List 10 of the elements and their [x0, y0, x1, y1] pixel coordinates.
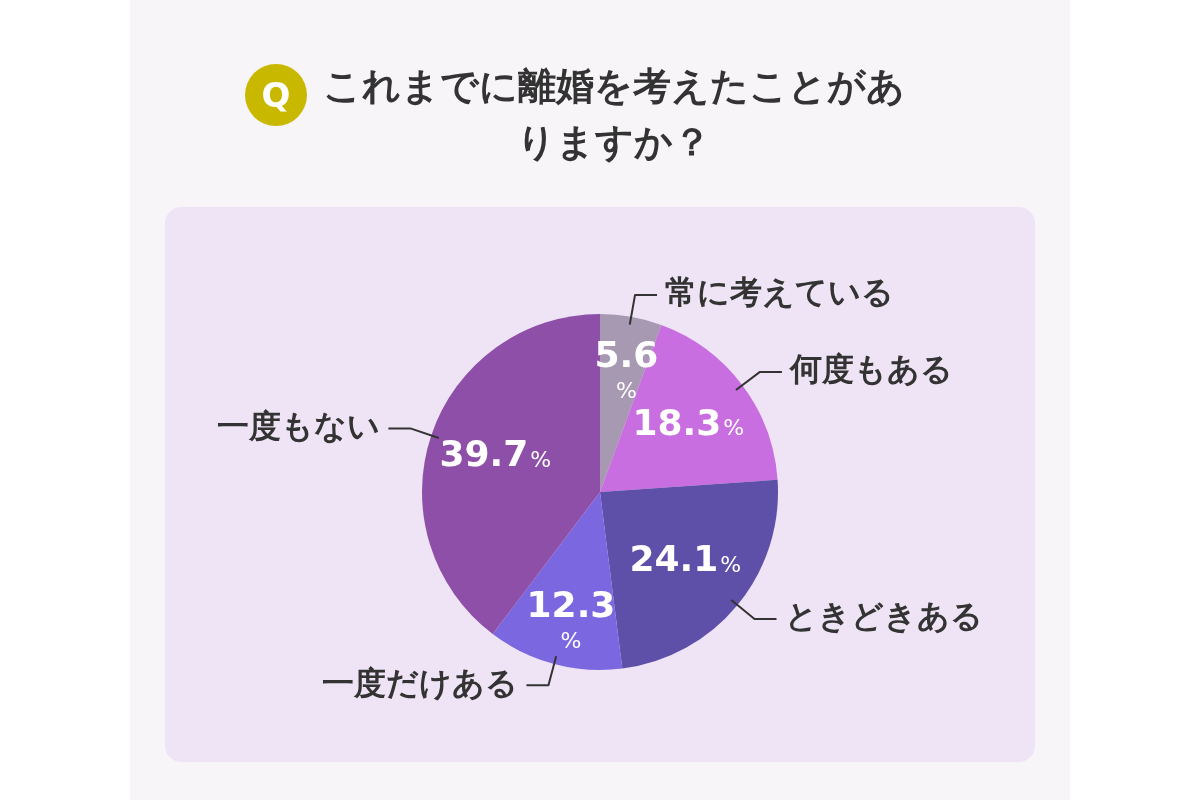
data-label: 39.7% — [439, 433, 552, 475]
slice-label: 一度だけある — [322, 663, 519, 702]
data-label: 18.3% — [632, 402, 745, 444]
slice-label: 一度もない — [217, 406, 381, 445]
slice-label: 常に考えている — [665, 273, 894, 312]
slice-label: 何度もある — [787, 350, 953, 389]
data-label: 24.1% — [629, 538, 742, 580]
chart-title: これまでに離婚を考えたことがありますか？ — [322, 63, 906, 166]
slice-label: ときどきある — [784, 597, 983, 636]
data-label: 12.3% — [526, 584, 616, 653]
